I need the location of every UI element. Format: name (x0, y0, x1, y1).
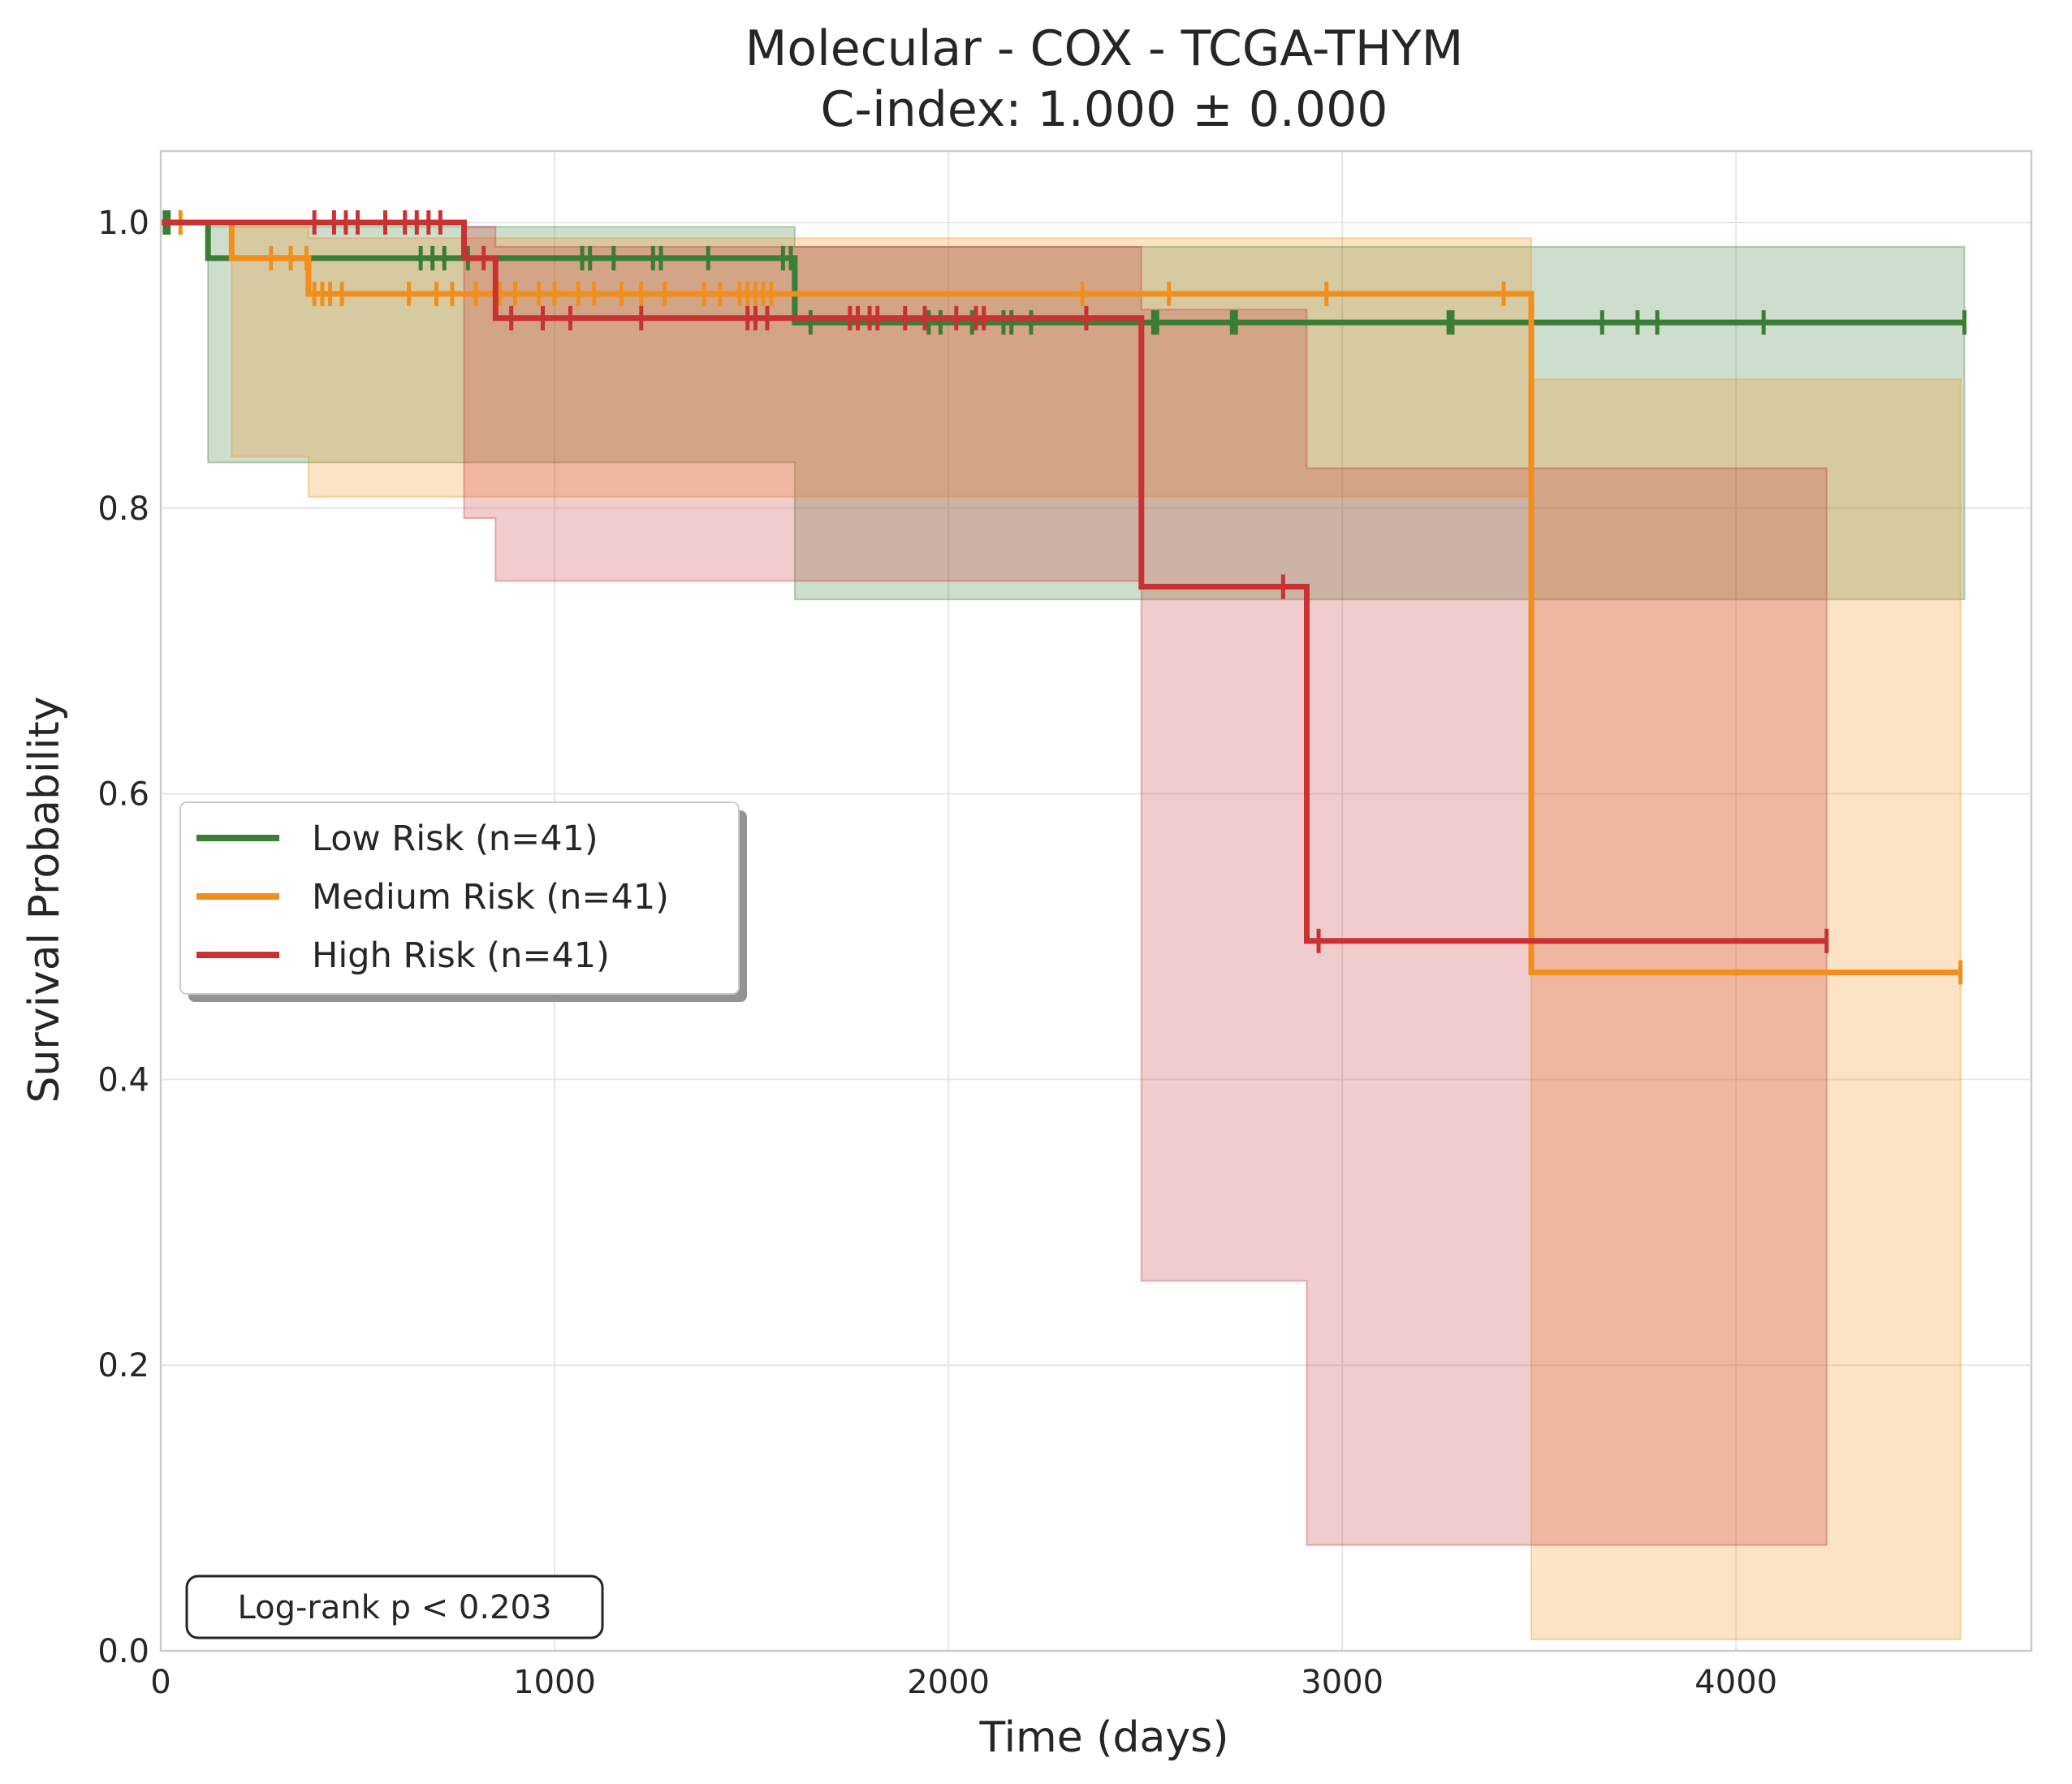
plot-frame (159, 149, 2033, 1652)
legend: Low Risk (n=41) Medium Risk (n=41) High … (179, 801, 747, 1002)
x-axis-label: Time (days) (978, 1713, 1228, 1762)
legend-box (179, 801, 740, 995)
legend-label-high-risk: High Risk (n=41) (312, 935, 610, 976)
annotation-text: Log-rank p < 0.203 (238, 1589, 552, 1626)
annotation-box (185, 1574, 604, 1639)
chart-title: Molecular - COX - TCGA-THYM (745, 20, 1464, 77)
survival-line-1 (161, 219, 1961, 975)
legend-label-medium-risk: Medium Risk (n=41) (312, 877, 669, 918)
logrank-annotation: Log-rank p < 0.203 (185, 1574, 604, 1639)
y-tick-label: 0.0 (97, 1633, 149, 1670)
y-axis-label: Survival Probability (20, 696, 69, 1103)
y-tick-label: 0.6 (97, 776, 149, 814)
legend-label-low-risk: Low Risk (n=41) (312, 819, 598, 859)
chart-subtitle: C-index: 1.000 ± 0.000 (821, 81, 1388, 138)
x-tick-label: 4000 (1694, 1664, 1777, 1701)
x-tick-label: 3000 (1301, 1664, 1383, 1701)
ci-band-2 (161, 222, 1828, 1546)
y-tick-label: 0.2 (97, 1347, 149, 1384)
y-tick-label: 1.0 (97, 205, 149, 242)
x-tick-label: 1000 (513, 1664, 596, 1701)
y-tick-label: 0.8 (97, 490, 149, 528)
x-tick-label: 2000 (907, 1664, 990, 1701)
x-tick-label: 0 (150, 1664, 171, 1701)
plot-area: 0 1000 2000 3000 4000 0.0 0.2 0.4 0.6 0.8 1.0 (97, 149, 2033, 1701)
ci-band-1 (161, 222, 1962, 1640)
y-tick-label: 0.4 (97, 1061, 149, 1099)
survival-line-2 (161, 219, 1827, 944)
series-layer (161, 210, 1967, 1640)
